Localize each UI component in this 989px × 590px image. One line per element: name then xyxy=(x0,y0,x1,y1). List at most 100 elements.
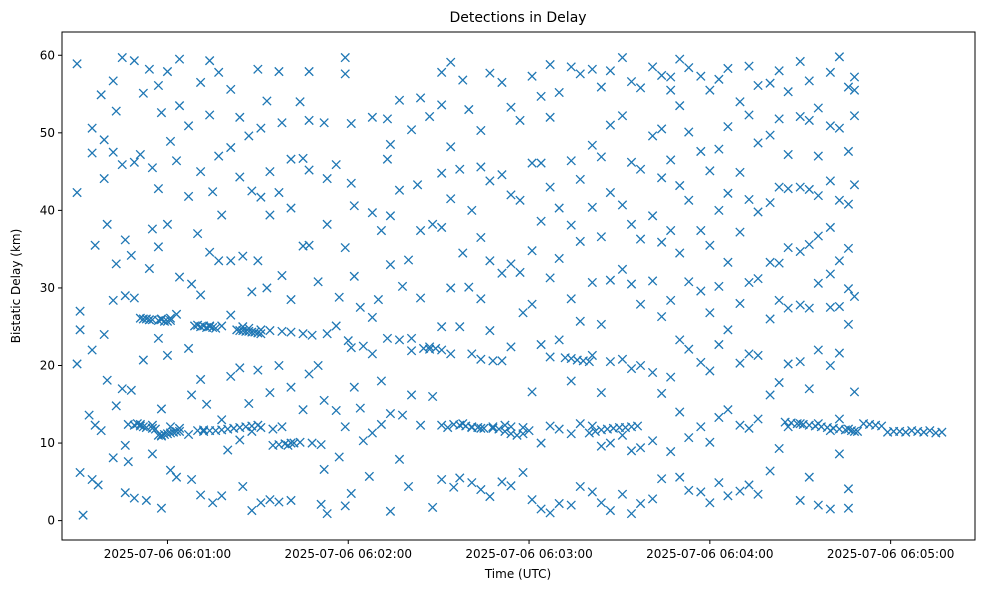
data-point xyxy=(476,162,486,172)
data-point xyxy=(485,491,495,502)
data-point xyxy=(476,294,486,304)
data-point xyxy=(406,390,417,400)
y-axis: 0 10 20 30 40 50 60 xyxy=(40,48,62,528)
data-point xyxy=(265,325,275,336)
data-point xyxy=(587,140,597,150)
data-point xyxy=(714,281,724,292)
data-point xyxy=(117,159,127,170)
data-point xyxy=(753,80,763,91)
data-point xyxy=(605,66,616,76)
data-point xyxy=(795,246,805,257)
data-point xyxy=(244,131,254,141)
data-point xyxy=(626,508,637,519)
data-point xyxy=(153,184,164,194)
data-point xyxy=(675,54,685,64)
data-point xyxy=(78,510,88,520)
data-point xyxy=(684,344,694,354)
data-point xyxy=(849,291,860,302)
data-point xyxy=(506,259,516,269)
data-point xyxy=(584,356,594,367)
data-point xyxy=(322,329,332,339)
data-point xyxy=(455,164,465,174)
data-point xyxy=(804,303,814,313)
data-point xyxy=(901,427,911,437)
data-point xyxy=(506,342,516,352)
data-point xyxy=(527,246,537,256)
data-point xyxy=(705,437,715,447)
data-point xyxy=(675,180,685,191)
data-point xyxy=(626,279,637,289)
data-point xyxy=(843,284,854,294)
data-point xyxy=(774,258,784,268)
data-point xyxy=(554,424,564,434)
data-point xyxy=(238,251,248,261)
data-point xyxy=(467,477,477,488)
data-point xyxy=(587,202,597,212)
data-point xyxy=(427,391,438,402)
data-point xyxy=(262,283,272,293)
data-point xyxy=(566,376,576,386)
data-point xyxy=(527,158,537,168)
data-point xyxy=(385,260,396,270)
data-point xyxy=(506,422,516,432)
data-point xyxy=(825,121,836,131)
data-point xyxy=(93,480,103,490)
data-point xyxy=(605,275,616,285)
data-point xyxy=(397,410,408,420)
data-point xyxy=(813,151,823,161)
data-point xyxy=(162,219,173,230)
data-point xyxy=(476,125,486,136)
data-point xyxy=(72,59,82,69)
data-point xyxy=(605,505,616,516)
data-point xyxy=(545,508,555,518)
data-point xyxy=(126,250,136,261)
data-point xyxy=(524,425,534,436)
data-point xyxy=(455,322,465,332)
data-point xyxy=(575,481,585,492)
data-point xyxy=(75,325,85,335)
data-point xyxy=(256,329,266,339)
data-point xyxy=(96,425,106,436)
data-point xyxy=(171,472,182,482)
data-point xyxy=(424,111,435,122)
data-point xyxy=(84,410,94,420)
data-point xyxy=(358,341,368,351)
data-point xyxy=(226,371,236,382)
data-point xyxy=(217,321,227,331)
data-point xyxy=(765,197,775,208)
data-point xyxy=(247,186,257,196)
data-point xyxy=(744,277,754,288)
data-point xyxy=(744,61,754,71)
data-point xyxy=(165,313,176,323)
data-point xyxy=(406,333,417,344)
data-point xyxy=(358,436,368,446)
data-point xyxy=(382,114,393,124)
data-point xyxy=(500,426,510,437)
data-point xyxy=(834,449,845,459)
data-point xyxy=(635,498,646,509)
data-point xyxy=(656,474,667,484)
data-point xyxy=(247,505,257,516)
data-point xyxy=(174,101,185,111)
data-point xyxy=(355,403,365,413)
data-point xyxy=(394,335,405,345)
y-tick-label: 10 xyxy=(40,436,55,450)
data-point xyxy=(111,401,121,411)
data-point xyxy=(554,87,564,98)
data-point xyxy=(696,71,706,81)
data-point xyxy=(506,190,516,200)
data-point xyxy=(783,303,793,313)
data-point xyxy=(298,153,308,164)
data-point xyxy=(714,74,724,84)
data-point xyxy=(714,144,724,154)
data-point xyxy=(111,259,121,269)
data-point xyxy=(340,52,350,63)
data-point xyxy=(183,121,194,131)
data-point xyxy=(753,350,763,361)
data-point xyxy=(117,52,127,63)
data-point xyxy=(373,294,384,305)
data-point xyxy=(286,382,296,392)
data-point xyxy=(744,423,754,433)
data-point xyxy=(723,405,733,415)
data-point xyxy=(705,166,715,176)
